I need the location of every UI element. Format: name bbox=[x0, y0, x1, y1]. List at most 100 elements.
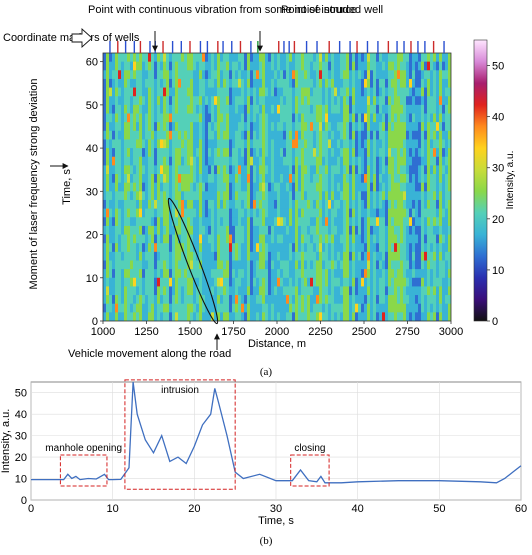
heatmap-cell bbox=[310, 243, 314, 253]
heatmap-cell bbox=[127, 122, 131, 132]
heatmap-cell bbox=[274, 217, 278, 227]
heatmap-cell bbox=[136, 182, 140, 192]
heatmap-cell bbox=[259, 61, 263, 71]
heatmap-cell bbox=[190, 303, 194, 313]
heatmap-cell bbox=[187, 165, 191, 175]
heatmap-cell bbox=[364, 113, 368, 123]
heatmap-cell bbox=[292, 234, 296, 244]
heatmap-cell bbox=[199, 199, 203, 210]
heatmap-cell bbox=[139, 199, 143, 210]
heatmap-cell bbox=[367, 122, 371, 132]
heatmap-cell bbox=[331, 130, 335, 140]
heatmap-cell bbox=[124, 217, 128, 227]
heatmap-cell bbox=[262, 243, 266, 253]
heatmap-cell bbox=[442, 234, 446, 244]
heatmap-cell bbox=[169, 225, 173, 236]
heatmap-cell bbox=[289, 165, 293, 175]
heatmap-cell bbox=[439, 122, 443, 132]
heatmap-cell bbox=[283, 269, 287, 279]
heatmap-cell bbox=[109, 130, 113, 140]
heatmap-cell bbox=[208, 87, 212, 97]
heatmap-cell bbox=[394, 182, 398, 192]
heatmap-cell bbox=[406, 53, 410, 63]
heatmap-cell bbox=[442, 96, 446, 106]
heatmap-cell bbox=[322, 277, 326, 287]
heatmap-cell bbox=[418, 156, 422, 166]
heatmap-cell bbox=[397, 312, 401, 321]
heatmap-cell bbox=[151, 148, 155, 158]
heatmap-cell bbox=[280, 78, 284, 89]
heatmap-cell bbox=[343, 165, 347, 175]
heatmap-cell bbox=[160, 165, 164, 175]
heatmap-cell bbox=[298, 87, 302, 97]
heatmap-cell bbox=[376, 260, 380, 270]
heatmap-cell bbox=[220, 234, 224, 244]
heatmap-cell bbox=[154, 53, 158, 63]
heatmap-cell bbox=[349, 225, 353, 236]
heatmap-cell bbox=[427, 217, 431, 227]
heatmap-cell bbox=[313, 130, 317, 140]
heatmap-cell bbox=[364, 199, 368, 210]
heatmap-cell bbox=[448, 53, 451, 63]
heatmap-cell bbox=[427, 251, 431, 261]
heatmap-cell bbox=[214, 156, 218, 166]
heatmap-cell bbox=[406, 243, 410, 253]
heatmap-cell bbox=[214, 312, 218, 321]
heatmap-cell bbox=[157, 156, 161, 166]
heatmap-cell bbox=[322, 312, 326, 321]
heatmap-cell bbox=[412, 191, 416, 201]
heatmap-cell bbox=[178, 269, 182, 279]
heatmap-cell bbox=[325, 243, 329, 253]
heatmap-cell bbox=[400, 208, 404, 218]
heatmap-cell bbox=[286, 251, 290, 261]
heatmap-cell bbox=[295, 165, 299, 175]
heatmap-cell bbox=[328, 122, 332, 132]
heatmap-cell bbox=[358, 286, 362, 296]
heatmap-cell bbox=[277, 78, 281, 89]
heatmap-cell bbox=[334, 113, 338, 123]
heatmap-cell bbox=[112, 53, 116, 63]
heatmap-cell bbox=[262, 286, 266, 296]
heatmap-cell bbox=[196, 113, 200, 123]
heatmap-cell bbox=[121, 234, 125, 244]
heatmap-cell bbox=[412, 199, 416, 210]
heatmap-cell bbox=[421, 225, 425, 236]
heatmap-cell bbox=[286, 130, 290, 140]
heatmap-cell bbox=[352, 53, 356, 63]
heatmap-cell bbox=[232, 70, 236, 80]
heatmap-cell bbox=[202, 96, 206, 106]
heatmap-cell bbox=[268, 130, 272, 140]
heatmap-cell bbox=[202, 53, 206, 63]
heatmap-cell bbox=[106, 286, 110, 296]
heatmap-cell bbox=[115, 225, 119, 236]
heatmap-cell bbox=[421, 208, 425, 218]
heatmap-cell bbox=[259, 78, 263, 89]
heatmap-cell bbox=[106, 182, 110, 192]
heatmap-cell bbox=[370, 251, 374, 261]
heatmap-cell bbox=[142, 312, 146, 321]
heatmap-cell bbox=[115, 286, 119, 296]
heatmap-cell bbox=[214, 53, 218, 63]
heatmap-cell bbox=[328, 191, 332, 201]
heatmap-cell bbox=[163, 303, 167, 313]
heatmap-cell bbox=[118, 312, 122, 321]
heatmap-cell bbox=[355, 174, 359, 184]
heatmap-cell bbox=[448, 122, 451, 132]
heatmap-cell bbox=[253, 139, 257, 149]
heatmap-cell bbox=[301, 182, 305, 192]
heatmap-cell bbox=[361, 148, 365, 158]
heatmap-cell bbox=[295, 277, 299, 287]
heatmap-cell bbox=[382, 156, 386, 166]
heatmap-cell bbox=[352, 182, 356, 192]
heatmap-cell bbox=[145, 191, 149, 201]
heatmap-cell bbox=[394, 87, 398, 97]
heatmap-cell bbox=[172, 295, 176, 305]
heatmap-cell bbox=[133, 182, 137, 192]
heatmap-cell bbox=[151, 217, 155, 227]
heatmap-cell bbox=[448, 286, 451, 296]
heatmap-cell bbox=[391, 303, 395, 313]
heatmap-cell bbox=[226, 208, 230, 218]
heatmap-cell bbox=[214, 217, 218, 227]
heatmap-cell bbox=[142, 260, 146, 270]
heatmap-cell bbox=[193, 225, 197, 236]
